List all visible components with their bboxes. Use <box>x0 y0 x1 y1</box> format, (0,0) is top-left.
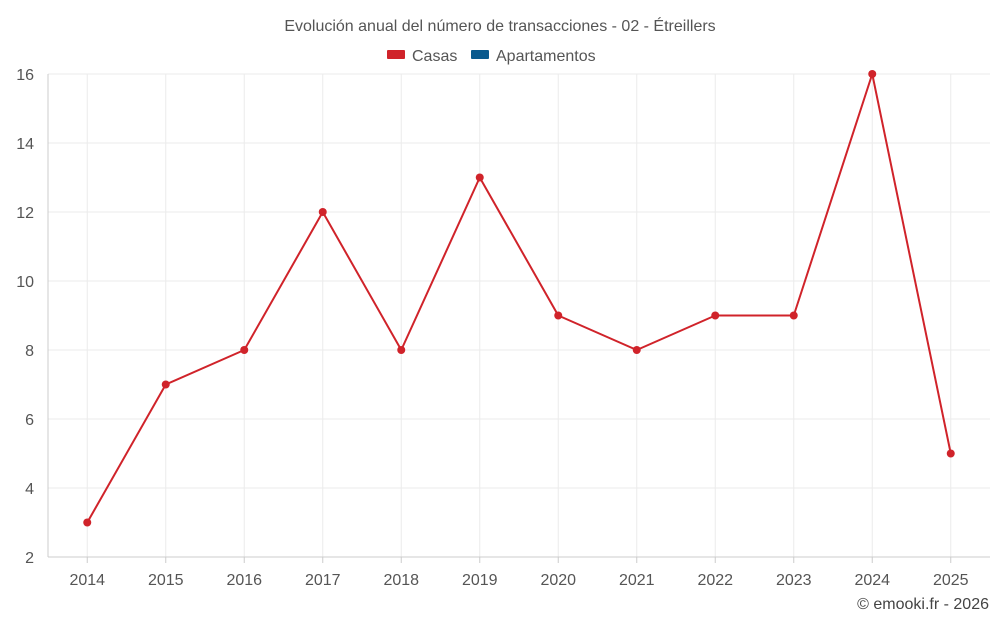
series-casas <box>83 70 955 527</box>
y-tick-label: 6 <box>25 412 34 429</box>
y-tick-label: 14 <box>16 136 34 153</box>
legend: Casas Apartamentos <box>387 48 596 65</box>
legend-swatch-casas[interactable] <box>387 50 405 59</box>
data-point[interactable] <box>868 70 877 78</box>
legend-label-apartamentos[interactable]: Apartamentos <box>496 48 596 65</box>
y-tick-label: 4 <box>25 481 34 498</box>
y-tick-label: 2 <box>25 550 34 567</box>
x-tick-label: 2022 <box>697 572 733 589</box>
x-tick-label: 2019 <box>462 572 498 589</box>
data-point[interactable] <box>711 311 720 320</box>
chart-title: Evolución anual del número de transaccio… <box>284 16 715 35</box>
data-point[interactable] <box>554 311 563 320</box>
data-point[interactable] <box>240 346 249 354</box>
x-tick-label: 2017 <box>305 572 341 589</box>
y-axis-ticks: 2 4 6 8 10 12 14 16 <box>16 67 34 567</box>
data-point[interactable] <box>789 311 798 320</box>
data-point[interactable] <box>161 380 170 389</box>
y-tick-label: 16 <box>16 67 34 84</box>
data-point[interactable] <box>83 518 92 527</box>
data-point[interactable] <box>946 449 955 458</box>
x-tick-label: 2025 <box>933 572 969 589</box>
x-tick-label: 2015 <box>148 572 184 589</box>
x-tick-label: 2014 <box>69 572 105 589</box>
x-axis-ticks: 2014 2015 2016 2017 2018 2019 2020 2021 2022 2023… <box>69 572 968 589</box>
credit-text: © emooki.fr - 2026 <box>857 596 989 613</box>
y-tick-label: 8 <box>25 343 34 360</box>
data-point[interactable] <box>632 346 641 354</box>
data-point[interactable] <box>397 346 406 354</box>
legend-label-casas[interactable]: Casas <box>412 48 457 65</box>
axes <box>47 74 990 563</box>
x-tick-label: 2020 <box>540 572 576 589</box>
data-point[interactable] <box>318 208 327 216</box>
x-tick-label: 2023 <box>776 572 812 589</box>
x-tick-label: 2024 <box>854 572 890 589</box>
x-tick-label: 2016 <box>226 572 262 589</box>
series-line <box>86 73 952 523</box>
x-tick-label: 2021 <box>619 572 655 589</box>
y-tick-label: 12 <box>16 205 34 222</box>
y-tick-label: 10 <box>16 274 34 291</box>
data-point[interactable] <box>475 173 484 182</box>
legend-swatch-apartamentos[interactable] <box>471 50 489 59</box>
x-tick-label: 2018 <box>383 572 419 589</box>
